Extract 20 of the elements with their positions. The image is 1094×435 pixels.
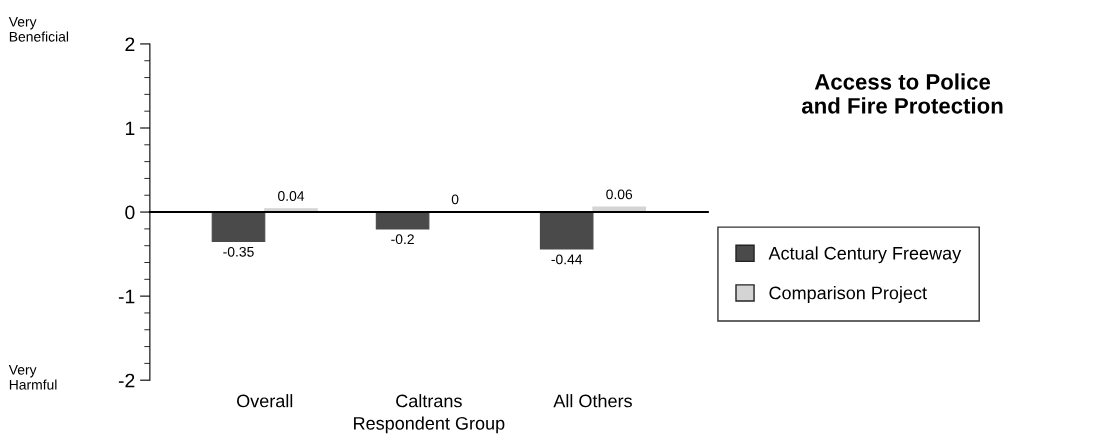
y-tick-label: -1 (118, 289, 135, 304)
legend-label: Actual Century Freeway (768, 246, 962, 264)
data-label: 0.06 (606, 189, 633, 200)
y-tick-label: -2 (118, 373, 135, 388)
data-label: -0.2 (391, 234, 414, 245)
x-axis-title: Respondent Group (354, 416, 505, 434)
legend-label: Comparison Project (769, 286, 927, 303)
text: Very Harmful (8, 365, 57, 390)
y-tick-label: 2 (125, 37, 135, 51)
x-tick-label: Caltrans (396, 394, 462, 408)
x-tick-label: Overall (237, 394, 293, 408)
y-tick-label: 0 (125, 205, 135, 220)
data-label: -0.44 (551, 254, 583, 265)
y-tick-label: 1 (125, 121, 135, 136)
text: Very Beneficial (8, 17, 69, 42)
data-label: 0 (451, 194, 459, 205)
data-label: -0.35 (223, 246, 254, 257)
x-tick-label: All Others (553, 394, 632, 408)
text: Access to Police and Fire Protection (801, 73, 1003, 114)
data-label: 0.04 (278, 191, 305, 201)
